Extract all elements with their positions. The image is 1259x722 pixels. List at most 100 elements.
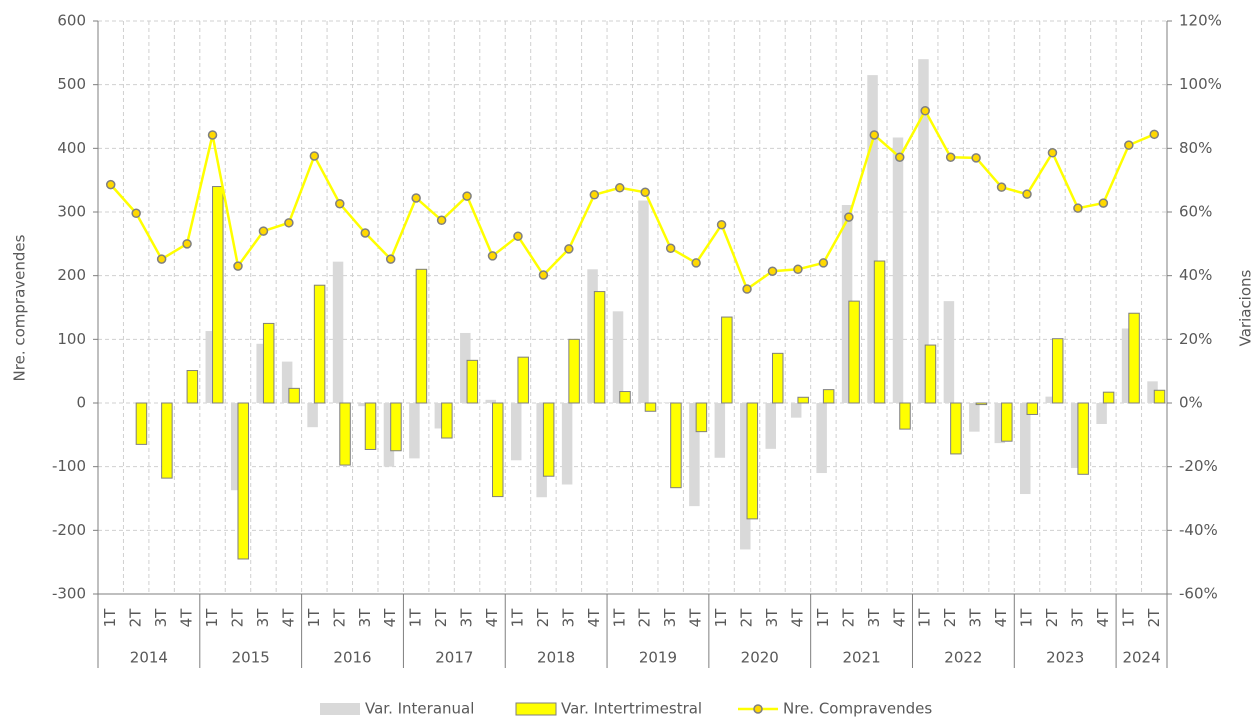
line-marker: [1098, 198, 1109, 208]
bar: [466, 359, 479, 404]
bar: [771, 352, 784, 404]
line-marker: [131, 208, 141, 219]
bar: [135, 402, 148, 445]
x-tick-label: 3T: [559, 608, 577, 628]
bar: [205, 331, 217, 403]
bar: [1147, 381, 1158, 403]
line-marker: [360, 228, 370, 238]
line-marker: [233, 261, 243, 271]
line-marker: [564, 244, 574, 254]
x-tick-label: 1T: [712, 608, 730, 628]
legend-label: Nre. Compravendes: [783, 700, 932, 718]
x-tick-label: 1T: [508, 608, 526, 628]
bar: [358, 403, 369, 407]
x-tick-label: 1T: [814, 608, 832, 628]
x-tick-label: 4T: [178, 608, 196, 628]
bar: [721, 316, 733, 404]
x-tick-label: 3T: [1068, 608, 1086, 628]
bar: [1153, 389, 1166, 404]
bar: [1051, 338, 1064, 404]
bar: [383, 403, 395, 467]
line-marker: [258, 226, 269, 236]
bar: [281, 361, 293, 403]
bar: [230, 403, 242, 491]
line-marker: [869, 130, 880, 140]
x-tick-label: 2T: [941, 608, 959, 628]
bar: [568, 338, 580, 404]
y2-tick-label: 40%: [1179, 266, 1212, 284]
line-marker: [665, 243, 676, 254]
year-label: 2022: [944, 649, 982, 667]
bar: [1001, 402, 1013, 442]
y-tick-label: 100: [57, 330, 86, 348]
x-tick-label: 3T: [356, 608, 374, 628]
y2-tick-label: 100%: [1179, 75, 1222, 93]
line-marker: [945, 152, 956, 162]
year-label: 2018: [537, 649, 575, 667]
bar: [1045, 396, 1056, 403]
x-tick-label: 3T: [967, 608, 985, 628]
line-marker: [1073, 203, 1083, 213]
x-tick-label: 3T: [152, 608, 170, 628]
x-tick-label: 4T: [483, 608, 501, 628]
bar: [492, 402, 504, 498]
bar: [307, 403, 318, 428]
bar: [1102, 391, 1115, 404]
line-marker: [436, 215, 447, 226]
bar: [790, 403, 802, 418]
bar: [161, 402, 173, 479]
bar: [822, 389, 835, 404]
bar: [899, 402, 911, 430]
year-label: 2024: [1122, 649, 1160, 667]
y2-tick-label: -40%: [1179, 521, 1218, 539]
x-tick-label: 1T: [916, 608, 934, 628]
bar: [1121, 328, 1133, 403]
y-tick-label: 200: [57, 266, 86, 284]
y-tick-label: 500: [57, 75, 86, 93]
line-marker: [793, 264, 803, 275]
legend-label: Var. Interanual: [365, 700, 474, 718]
x-tick-label: 1T: [203, 608, 221, 628]
y2-tick-label: 60%: [1179, 203, 1212, 221]
bar: [1096, 403, 1107, 425]
line-marker: [920, 106, 930, 116]
x-tick-label: 2T: [1043, 608, 1061, 628]
line-marker: [335, 198, 345, 209]
line-marker: [182, 239, 192, 249]
bar: [892, 137, 904, 403]
x-tick-label: 1T: [407, 608, 425, 628]
bar: [924, 344, 937, 404]
y2-tick-label: -60%: [1179, 585, 1218, 603]
legend-label: Var. Intertrimestral: [561, 700, 702, 718]
bar: [186, 370, 199, 404]
x-tick-label: 2T: [330, 608, 348, 628]
legend-swatch-marker: [753, 704, 763, 714]
x-tick-label: 2T: [534, 608, 552, 628]
bar: [740, 403, 751, 550]
x-tick-label: 4T: [381, 608, 399, 628]
x-tick-label: 3T: [865, 608, 883, 628]
bar: [510, 403, 522, 461]
y-tick-label: 600: [57, 12, 86, 30]
bar: [816, 403, 827, 474]
bar: [561, 403, 573, 485]
bar: [873, 260, 886, 404]
line-marker: [385, 254, 396, 264]
y-tick-label: -300: [52, 585, 86, 603]
line-marker: [895, 152, 905, 162]
line-marker: [1047, 148, 1058, 158]
line-marker: [716, 219, 727, 230]
line-marker: [691, 258, 701, 268]
bar: [695, 402, 708, 433]
bar: [612, 311, 624, 403]
bar: [644, 402, 657, 412]
line-marker: [284, 218, 294, 228]
year-label: 2021: [842, 649, 880, 667]
bar: [918, 59, 929, 403]
x-tick-label: 2T: [228, 608, 246, 628]
bar: [517, 356, 529, 404]
x-tick-label: 2T: [839, 608, 857, 628]
year-label: 2014: [130, 649, 168, 667]
line-marker: [818, 258, 829, 268]
